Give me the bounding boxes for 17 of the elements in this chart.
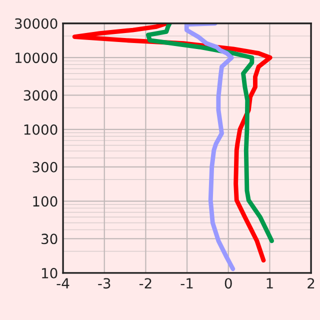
x-tick-label: 0 xyxy=(224,278,232,289)
y-tick-label: 30000 xyxy=(15,18,58,29)
x-tick-label: -3 xyxy=(98,278,110,289)
y-tick-label: 100 xyxy=(33,196,58,207)
line-series xyxy=(184,23,236,272)
y-tick-label: 300 xyxy=(32,162,58,172)
y-tick-label: 10000 xyxy=(16,52,58,64)
x-tick-label: -4 xyxy=(56,278,70,288)
x-tick-label: -2 xyxy=(139,278,152,288)
y-tick-label: 10 xyxy=(42,268,58,278)
x-tick-label: -1 xyxy=(180,278,193,288)
x-tick-label: 1 xyxy=(266,278,273,288)
line-series xyxy=(146,23,274,244)
y-tick-label: 3000 xyxy=(24,90,58,101)
y-tick-label: 30 xyxy=(42,234,58,244)
y-tick-label: 1000 xyxy=(24,124,58,135)
x-tick-label: 2 xyxy=(308,278,314,288)
